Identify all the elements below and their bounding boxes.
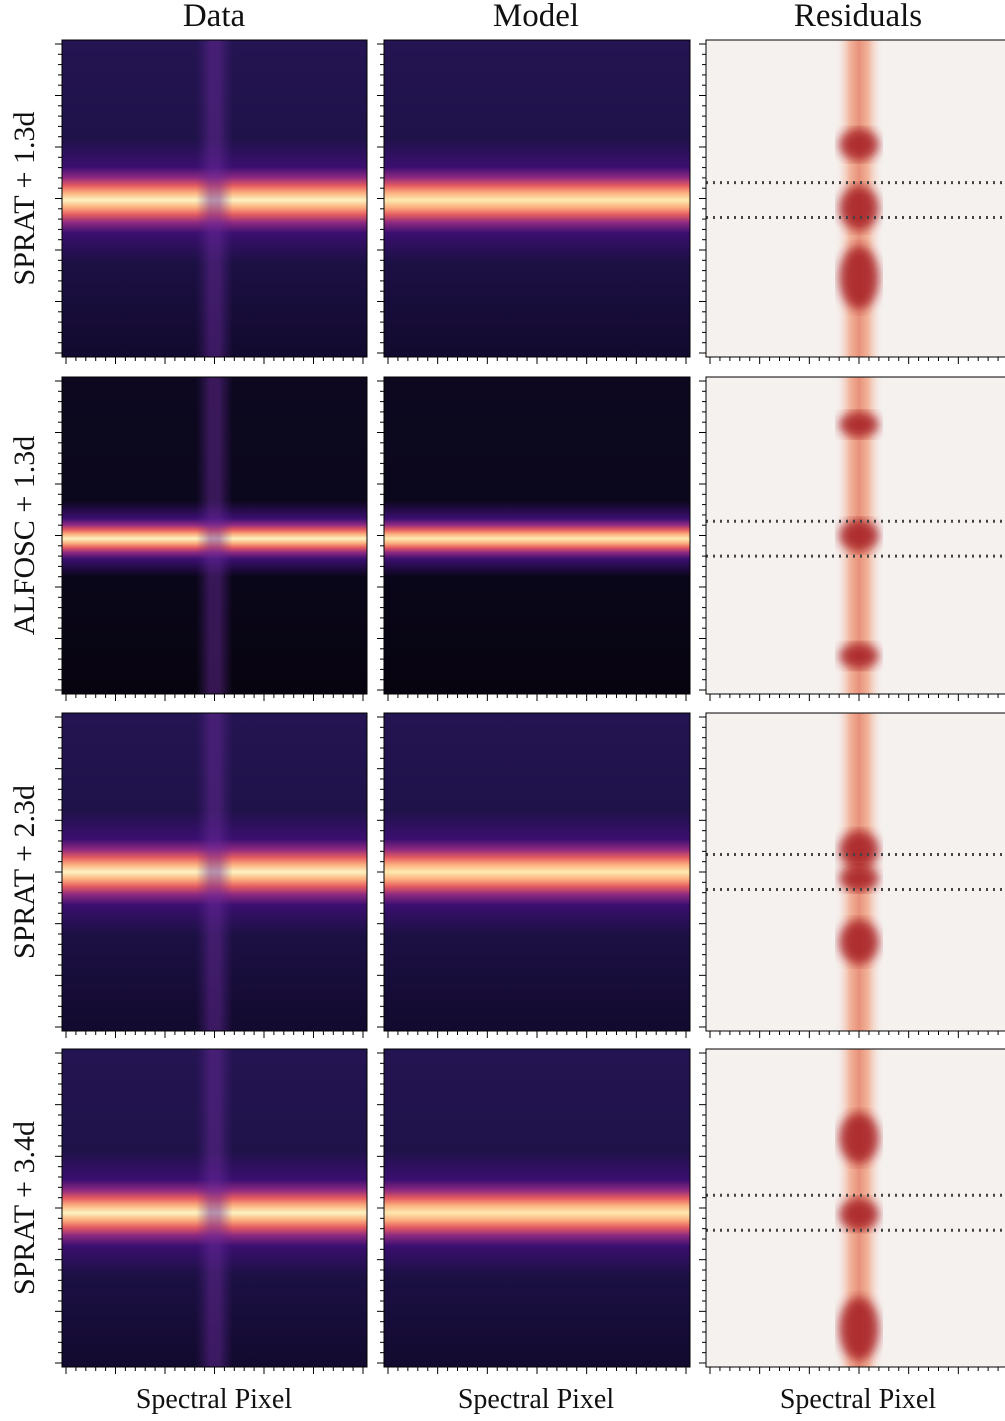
column-title: Data — [183, 0, 246, 34]
model-image — [384, 377, 690, 694]
residual-blob — [839, 1112, 879, 1164]
residual-blob — [839, 128, 879, 161]
x-axis-label: Spectral Pixel — [458, 1384, 615, 1415]
residual-blob — [839, 830, 879, 869]
row-label: ALFOSC + 1.3d — [8, 436, 41, 635]
data-image-feature — [62, 377, 367, 694]
residual-blob — [839, 1198, 879, 1231]
residual-blob — [839, 246, 879, 310]
residual-blob — [839, 865, 879, 892]
residual-blob — [839, 185, 879, 231]
column-title: Model — [493, 0, 579, 34]
model-image — [384, 1049, 690, 1367]
data-image-feature — [62, 40, 367, 357]
model-image — [384, 40, 690, 357]
column-title: Residuals — [794, 0, 922, 34]
model-image — [384, 713, 690, 1031]
residual-blob — [839, 643, 879, 669]
row-label: SPRAT + 3.4d — [8, 1121, 41, 1295]
row-label: SPRAT + 1.3d — [8, 112, 41, 286]
residual-blob — [839, 919, 879, 965]
x-axis-label: Spectral Pixel — [136, 1384, 293, 1415]
data-image-feature — [62, 713, 367, 1031]
residual-blob — [839, 1297, 879, 1361]
residual-blob — [839, 519, 879, 552]
x-axis-label: Spectral Pixel — [780, 1384, 937, 1415]
data-image-feature — [62, 1049, 367, 1367]
residual-blob — [839, 411, 879, 438]
row-label: SPRAT + 2.3d — [8, 785, 41, 959]
